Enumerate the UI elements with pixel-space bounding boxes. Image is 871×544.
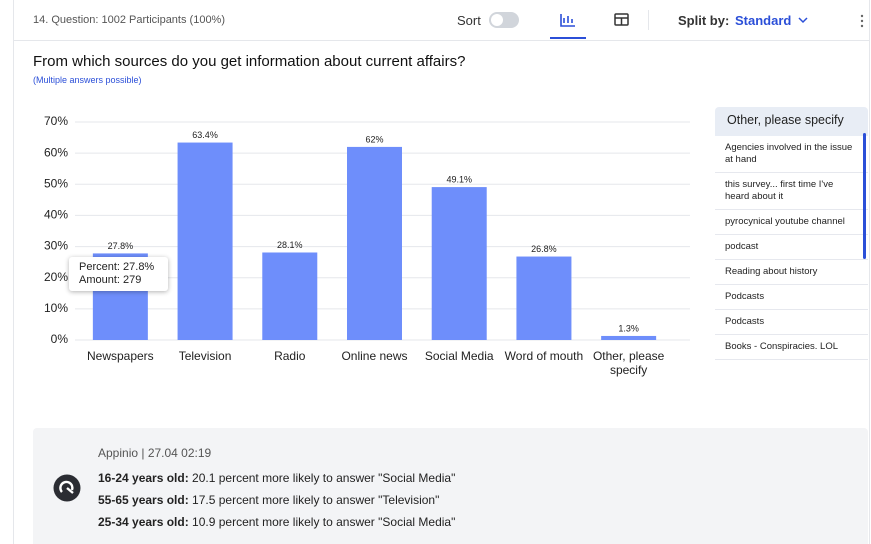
chart: 0% 10% 20% 30% 40% 50% 60% 70% 27.8% 63.4% 28.1% 62… bbox=[44, 114, 690, 346]
y-tick-label: 0% bbox=[51, 332, 69, 346]
more-menu[interactable] bbox=[858, 13, 866, 29]
bar bbox=[262, 252, 318, 340]
x-tick-label: Radio bbox=[274, 349, 306, 363]
sort-toggle[interactable] bbox=[489, 12, 519, 28]
insight-line: 55-65 years old: 17.5 percent more likel… bbox=[98, 493, 439, 507]
insight-source: Appinio | 27.04 02:19 bbox=[98, 446, 212, 460]
side-panel-item: this survey... first time I've heard abo… bbox=[715, 173, 868, 210]
side-panel-list: Agencies involved in the issue at hand th… bbox=[715, 136, 868, 360]
side-panel-item: Books - Conspiracies. LOL bbox=[715, 335, 868, 360]
value-label: 27.8% bbox=[108, 241, 134, 251]
tooltip: Percent: 27.8% Amount: 279 bbox=[69, 257, 168, 291]
y-tick-label: 20% bbox=[44, 270, 68, 284]
bar bbox=[431, 187, 487, 340]
value-label: 63.4% bbox=[192, 130, 218, 140]
side-panel-title: Other, please specify bbox=[715, 107, 868, 136]
bar bbox=[601, 335, 657, 340]
side-panel: Other, please specify Agencies involved … bbox=[715, 107, 868, 381]
side-panel-item: Podcasts bbox=[715, 310, 868, 335]
bar bbox=[177, 142, 233, 340]
y-tick-label: 50% bbox=[44, 176, 68, 190]
x-tick-label: Newspapers bbox=[86, 349, 154, 363]
insight-group: 55-65 years old: bbox=[98, 493, 189, 507]
side-panel-item: podcast bbox=[715, 235, 868, 260]
insight-box bbox=[33, 428, 868, 544]
y-tick-label: 30% bbox=[44, 239, 68, 253]
x-tick-label: Television bbox=[178, 349, 232, 363]
toolbar-divider bbox=[648, 10, 649, 30]
value-label: 28.1% bbox=[277, 240, 303, 250]
y-tick-label: 40% bbox=[44, 208, 68, 222]
split-label: Split by: bbox=[678, 13, 730, 28]
scrollbar[interactable] bbox=[863, 133, 866, 259]
appinio-logo bbox=[53, 474, 81, 502]
y-tick-label: 60% bbox=[44, 145, 68, 159]
tooltip-line: Percent: 27.8% bbox=[79, 261, 155, 273]
split-dropdown[interactable]: Standard bbox=[735, 13, 792, 28]
insight-group: 25-34 years old: bbox=[98, 515, 189, 529]
chart-subtitle: (Multiple answers possible) bbox=[33, 75, 142, 85]
y-tick-label: 70% bbox=[44, 114, 68, 128]
tooltip-line: Amount: 279 bbox=[79, 274, 142, 286]
y-tick-label: 10% bbox=[44, 301, 68, 315]
divider bbox=[13, 40, 870, 41]
x-tick-label: Online news bbox=[341, 349, 408, 363]
x-tick-label: Word of mouth bbox=[504, 349, 584, 363]
value-label: 1.3% bbox=[618, 323, 639, 333]
chart-view-button[interactable] bbox=[550, 10, 586, 40]
side-panel-item: Podcasts bbox=[715, 285, 868, 310]
insight-text: 10.9 percent more likely to answer "Soci… bbox=[188, 515, 456, 529]
chevron[interactable] bbox=[797, 15, 809, 25]
frame bbox=[13, 0, 870, 544]
value-label: 62% bbox=[365, 134, 383, 144]
sort-label[interactable]: Sort bbox=[457, 13, 481, 28]
chart-title: From which sources do you get informatio… bbox=[33, 53, 466, 70]
insight-line: 25-34 years old: 10.9 percent more likel… bbox=[98, 515, 455, 529]
value-label: 26.8% bbox=[531, 244, 557, 254]
bar bbox=[516, 256, 572, 340]
table-view-button[interactable] bbox=[614, 13, 630, 27]
question-info: 14. Question: 1002 Participants (100%) bbox=[33, 14, 226, 26]
bar bbox=[347, 146, 402, 340]
value-label: 49.1% bbox=[446, 174, 472, 184]
x-tick-label: Other, please specify bbox=[592, 349, 665, 377]
x-tick-label: Social Media bbox=[424, 349, 494, 363]
insight-line: 16-24 years old: 20.1 percent more likel… bbox=[98, 471, 455, 485]
side-panel-item: Agencies involved in the issue at hand bbox=[715, 136, 868, 173]
side-panel-item: pyrocynical youtube channel bbox=[715, 210, 868, 235]
side-panel-item: Reading about history bbox=[715, 260, 868, 285]
insight-text: 17.5 percent more likely to answer "Tele… bbox=[188, 493, 440, 507]
insight-group: 16-24 years old: bbox=[98, 471, 189, 485]
insight-text: 20.1 percent more likely to answer "Soci… bbox=[188, 471, 456, 485]
